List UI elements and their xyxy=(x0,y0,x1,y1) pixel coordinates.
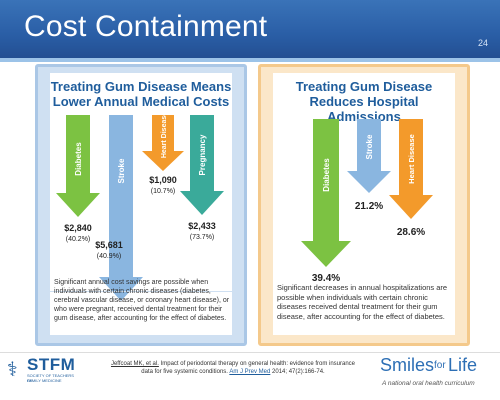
cost-savings-description: Significant annual cost savings are poss… xyxy=(54,279,230,322)
citation-ref: 2014; 47(2):166-74. xyxy=(272,369,325,375)
stroke-value-label-group: $5,681 (40.9%) xyxy=(95,240,123,260)
stfm-logo: ⚕ STFM SOCIETY OF TEACHERS OF FAMILY MED… xyxy=(5,353,75,393)
smiles-for-life-logo: Smiles for Life A national oral health c… xyxy=(380,353,495,395)
arrow-diabetes-value: $2,840 xyxy=(64,223,92,233)
citation-title: Impact of periodontal therapy on general… xyxy=(160,361,356,367)
header-stripe xyxy=(0,58,500,62)
stfm-logo-sub1: SOCIETY OF TEACHERS OF xyxy=(27,373,74,383)
citation: Jeffcoat MK, et al. Impact of periodonta… xyxy=(98,360,368,376)
cost-savings-title: Treating Gum Disease Means Lower Annual … xyxy=(50,79,232,109)
arrow-diabetes-admissions: Diabetes 39.4% xyxy=(301,119,351,284)
hospital-admissions-panel: Treating Gum Disease Reduces Hospital Ad… xyxy=(258,64,470,346)
cost-savings-panel: Treating Gum Disease Means Lower Annual … xyxy=(35,64,247,346)
hospital-admissions-arrows: Diabetes 39.4% Stroke 21.2% Heart Diseas… xyxy=(301,119,433,284)
arrow-stroke-label: Stroke xyxy=(117,158,126,183)
arrow-heart-disease-admissions-label: Heart Disease xyxy=(407,134,416,184)
cost-savings-divider xyxy=(50,291,232,292)
arrow-diabetes-label: Diabetes xyxy=(74,142,83,176)
citation-author[interactable]: Jeffcoat MK, et al. xyxy=(110,361,159,367)
arrow-heart-disease-label: Heart Disease xyxy=(161,112,168,158)
arrow-pregnancy-label: Pregnancy xyxy=(198,134,207,175)
cost-savings-title-line2: Lower Annual Medical Costs xyxy=(52,94,230,109)
arrow-heart-disease: Heart Disease $1,090 (10.7%) xyxy=(142,112,184,195)
cost-savings-title-line1: Treating Gum Disease Means xyxy=(50,79,232,94)
slide-number: 24 xyxy=(477,38,488,48)
arrow-pregnancy-value: $2,433 xyxy=(188,221,216,231)
arrow-heart-disease-admissions-value: 28.6% xyxy=(397,227,425,238)
arrow-diabetes-admissions-value: 39.4% xyxy=(312,273,340,284)
stfm-logo-sub2: FAMILY MEDICINE xyxy=(27,378,62,383)
arrow-stroke-admissions-value: 21.2% xyxy=(355,201,383,212)
hospital-admissions-card: Treating Gum Disease Reduces Hospital Ad… xyxy=(273,73,455,335)
arrow-heart-disease-value: $1,090 xyxy=(149,175,177,185)
arrow-stroke-percent: (40.9%) xyxy=(97,253,122,260)
brand-life: Life xyxy=(448,355,478,375)
hospital-admissions-title: Treating Gum Disease Reduces Hospital Ad… xyxy=(273,79,455,124)
arrow-heart-disease-percent: (10.7%) xyxy=(151,188,176,195)
cost-savings-arrows: Diabetes $2,840 (40.2%) Stroke Heart Dis… xyxy=(56,112,224,301)
arrow-pregnancy: Pregnancy $2,433 (73.7%) xyxy=(180,115,224,241)
arrow-stroke-admissions: Stroke 21.2% xyxy=(347,119,391,212)
arrow-diabetes-percent: (40.2%) xyxy=(66,236,91,243)
arrow-diabetes-admissions-label: Diabetes xyxy=(322,158,331,192)
stfm-logo-text: STFM xyxy=(27,355,76,374)
slide-header: Cost Containment 24 xyxy=(0,0,500,58)
caduceus-icon: ⚕ xyxy=(7,359,18,381)
hospital-admissions-title-line1: Treating Gum Disease xyxy=(295,79,433,94)
slide-title: Cost Containment xyxy=(24,10,268,43)
cost-savings-card: Treating Gum Disease Means Lower Annual … xyxy=(50,73,232,335)
arrow-stroke-value: $5,681 xyxy=(95,240,123,250)
citation-journal-link[interactable]: Am J Prev Med xyxy=(229,369,271,375)
arrow-pregnancy-percent: (73.7%) xyxy=(190,234,215,241)
citation-line2: data for five systemic conditions. xyxy=(141,369,228,375)
arrow-diabetes: Diabetes $2,840 (40.2%) xyxy=(56,115,100,243)
arrow-stroke-admissions-label: Stroke xyxy=(365,134,374,159)
hospital-admissions-title-line2: Reduces Hospital Admissions xyxy=(309,94,419,124)
footer-divider xyxy=(0,352,500,353)
brand-tagline: A national oral health curriculum xyxy=(382,380,475,387)
arrow-stroke: Stroke xyxy=(99,115,143,301)
arrow-heart-disease-admissions: Heart Disease 28.6% xyxy=(389,119,433,238)
brand-smiles: Smiles xyxy=(380,355,435,375)
hospital-admissions-description: Significant decreases in annual hospital… xyxy=(277,283,448,321)
brand-for: for xyxy=(434,360,446,371)
